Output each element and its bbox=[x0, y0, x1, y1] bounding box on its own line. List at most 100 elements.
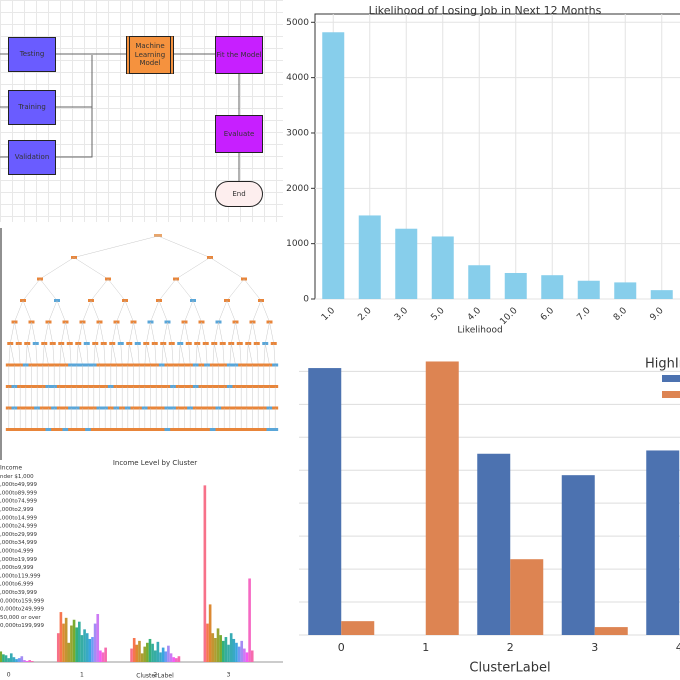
bar bbox=[227, 644, 230, 662]
tree-node bbox=[136, 428, 143, 431]
tree-edge bbox=[163, 343, 168, 366]
tree-node bbox=[204, 428, 211, 431]
tree-edge bbox=[209, 257, 245, 280]
y-tick-label: 1000 bbox=[286, 239, 309, 249]
bar bbox=[15, 659, 18, 662]
legend-label: ,000to34,999 bbox=[0, 540, 38, 546]
bar bbox=[510, 559, 544, 635]
flow-node: Testing bbox=[8, 37, 56, 72]
tree-node bbox=[170, 428, 177, 431]
bar bbox=[208, 604, 212, 662]
tree-edge bbox=[214, 343, 219, 366]
tree-node bbox=[124, 428, 131, 431]
tree-edge bbox=[265, 343, 270, 366]
x-tick-label: 5.0 bbox=[429, 306, 446, 323]
bar bbox=[237, 646, 241, 662]
tree-node bbox=[39, 428, 46, 431]
bar bbox=[99, 650, 102, 662]
x-tick-label: 3 bbox=[591, 641, 598, 654]
tree-node bbox=[272, 428, 279, 431]
bar bbox=[211, 633, 215, 662]
tree-node bbox=[90, 428, 97, 431]
tree-edge bbox=[231, 321, 236, 344]
tree-edge bbox=[78, 343, 83, 366]
x-tick-label: 0 bbox=[7, 672, 11, 679]
bar bbox=[146, 642, 149, 662]
bar bbox=[322, 32, 345, 299]
bar bbox=[4, 655, 8, 662]
bar bbox=[341, 621, 375, 635]
tree-edge bbox=[218, 300, 228, 323]
tree-edge bbox=[246, 343, 249, 366]
chart: Income Level by Cluster 0 1 2 3 ClusterLabel I… bbox=[0, 459, 283, 680]
tree-node bbox=[215, 428, 222, 431]
tree-node bbox=[141, 428, 148, 431]
tree-edge bbox=[180, 343, 185, 366]
tree-node bbox=[158, 428, 165, 431]
tree-node bbox=[79, 428, 86, 431]
tree-edge bbox=[175, 257, 211, 280]
tree-edge bbox=[116, 321, 121, 344]
tree-edge bbox=[8, 343, 11, 366]
tree-edge bbox=[44, 343, 49, 366]
tree-edge bbox=[59, 343, 62, 366]
legend-swatch bbox=[662, 391, 680, 398]
tree-edge bbox=[212, 343, 215, 366]
tree-edge bbox=[188, 343, 191, 366]
legend-label: 0,000to249,999 bbox=[0, 607, 45, 613]
tree-edge bbox=[243, 278, 262, 301]
x-tick-label: 1.0 bbox=[320, 306, 337, 323]
bar bbox=[245, 652, 249, 662]
bar bbox=[577, 280, 600, 299]
bar bbox=[96, 614, 100, 662]
x-tick-label: 8.0 bbox=[612, 306, 629, 323]
tree-edge bbox=[252, 300, 262, 323]
chart: Likelihood of Losing Job in Next 12 Mont… bbox=[286, 4, 680, 336]
tree-edge bbox=[42, 343, 45, 366]
tree-edge bbox=[56, 300, 66, 323]
tree-edge bbox=[214, 321, 219, 344]
flow-node: Evaluate bbox=[215, 115, 263, 153]
tree-edge bbox=[158, 300, 168, 323]
bar bbox=[12, 657, 16, 662]
bar bbox=[358, 215, 381, 299]
tree-edge bbox=[103, 343, 106, 366]
tree-edge bbox=[252, 321, 257, 344]
bar bbox=[248, 578, 251, 662]
tree-node bbox=[232, 428, 239, 431]
tree-node bbox=[51, 428, 58, 431]
tree-node bbox=[187, 428, 194, 431]
bar bbox=[219, 635, 222, 662]
chart: 0 1 2 3 4 ClusterLabel HighIn bbox=[299, 357, 680, 676]
tree-node bbox=[198, 428, 205, 431]
flow-node: Fit the Model bbox=[215, 36, 263, 74]
tree-edge bbox=[35, 343, 38, 366]
tree-edge bbox=[48, 321, 53, 344]
tree-edge bbox=[163, 321, 168, 344]
tree-edge bbox=[178, 343, 181, 366]
tree-edge bbox=[124, 300, 134, 323]
tree-node bbox=[119, 428, 126, 431]
tree-edge bbox=[248, 343, 253, 366]
tree-edge bbox=[10, 343, 15, 366]
decision-tree bbox=[0, 225, 283, 460]
tree-edge bbox=[184, 300, 194, 323]
legend-label: ,000to9,999 bbox=[0, 565, 34, 571]
x-tick-label: 1 bbox=[80, 672, 84, 679]
x-tick-label: 3.0 bbox=[393, 306, 410, 323]
tree-node bbox=[266, 428, 273, 431]
tree-edge bbox=[73, 235, 159, 258]
tree-edge bbox=[146, 343, 151, 366]
legend-label: ,000to74,999 bbox=[0, 499, 38, 505]
bar bbox=[64, 617, 68, 662]
tree-edge bbox=[112, 343, 117, 366]
tree-edge bbox=[127, 343, 130, 366]
tree-edge bbox=[184, 321, 189, 344]
x-tick-label: 2 bbox=[507, 641, 514, 654]
legend-label: ,000to6,999 bbox=[0, 582, 34, 588]
flow-arrows bbox=[0, 53, 240, 181]
bar bbox=[468, 265, 491, 299]
bar bbox=[614, 282, 637, 299]
bar bbox=[161, 647, 165, 662]
tree-edge bbox=[48, 300, 58, 323]
